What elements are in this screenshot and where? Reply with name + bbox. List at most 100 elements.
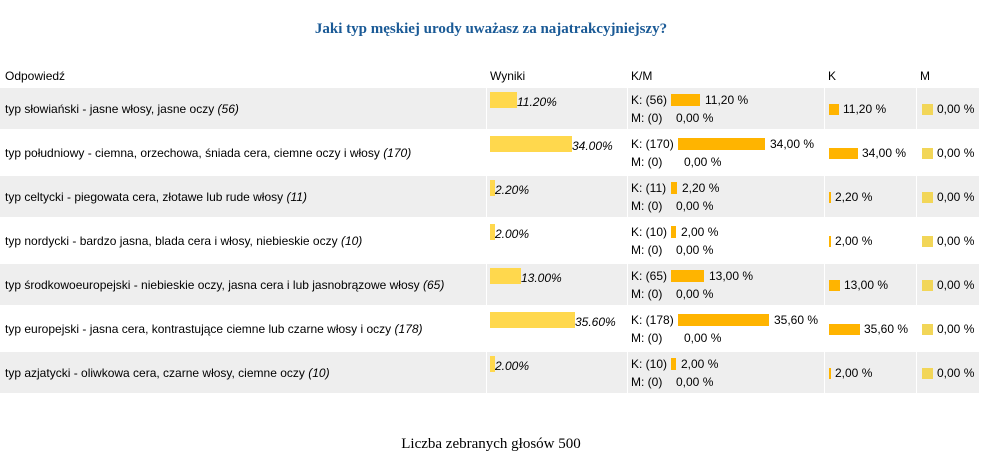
- column-separator: [486, 352, 487, 394]
- results-percent: 11.20%: [517, 95, 557, 109]
- results-bar: [490, 224, 495, 240]
- m-column-bar: [922, 324, 933, 335]
- km-female-percent: 13,00 %: [709, 269, 754, 283]
- km-female-count: K: (170): [631, 137, 674, 151]
- column-separator: [486, 176, 487, 218]
- results-bar: [490, 312, 575, 328]
- km-female-percent: 2,00 %: [681, 357, 719, 371]
- answer-label: typ południowy - ciemna, orzechowa, śnia…: [5, 146, 411, 160]
- answer-label: typ słowiański - jasne włosy, jasne oczy…: [5, 102, 239, 116]
- results-percent: 2.20%: [495, 183, 530, 197]
- answer-label: typ nordycki - bardzo jasna, blada cera …: [5, 234, 362, 248]
- row-divider: [0, 217, 979, 218]
- m-column-bar: [922, 192, 933, 203]
- header-results: Wyniki: [490, 69, 526, 83]
- answer-text: typ nordycki - bardzo jasna, blada cera …: [5, 234, 338, 248]
- km-male-percent: 0,00 %: [676, 287, 714, 301]
- km-male-count: M: (0): [631, 243, 663, 257]
- answer-count: (56): [217, 102, 239, 116]
- column-separator: [824, 220, 825, 262]
- column-separator: [486, 220, 487, 262]
- row-divider: [0, 129, 979, 130]
- column-separator: [486, 88, 487, 130]
- km-female-count: K: (178): [631, 313, 674, 327]
- m-column-percent: 0,00 %: [937, 278, 975, 292]
- k-column-bar: [829, 192, 831, 203]
- header-m: M: [920, 69, 930, 83]
- km-male-count: M: (0): [631, 331, 663, 345]
- answer-text: typ europejski - jasna cera, kontrastują…: [5, 322, 392, 336]
- km-female-bar: [678, 314, 769, 326]
- m-column-percent: 0,00 %: [937, 322, 975, 336]
- results-bar: [490, 136, 572, 152]
- km-male-percent: 0,00 %: [676, 243, 714, 257]
- results-percent: 13.00%: [521, 271, 562, 285]
- k-column-percent: 11,20 %: [843, 102, 887, 116]
- km-male-count: M: (0): [631, 111, 663, 125]
- answer-count: (10): [340, 234, 363, 248]
- header-k: K: [828, 69, 837, 83]
- m-column-percent: 0,00 %: [937, 102, 975, 116]
- column-separator: [916, 220, 917, 262]
- k-column-percent: 2,00 %: [835, 234, 873, 248]
- row-divider: [0, 349, 979, 350]
- table-row: typ południowy - ciemna, orzechowa, śnia…: [0, 132, 979, 174]
- m-column-percent: 0,00 %: [937, 234, 975, 248]
- answer-text: typ środkowoeuropejski - niebieskie oczy…: [5, 278, 420, 292]
- km-female-bar: [671, 226, 676, 238]
- column-separator: [627, 220, 628, 262]
- answer-count: (170): [383, 146, 412, 160]
- row-divider: [0, 261, 979, 262]
- vote-count: Liczba zebranych głosów 500: [401, 436, 581, 452]
- answer-label: typ celtycki - piegowata cera, złotawe l…: [5, 190, 307, 204]
- km-female-bar: [671, 270, 704, 282]
- answer-text: typ słowiański - jasne włosy, jasne oczy: [5, 102, 215, 116]
- column-separator: [486, 264, 487, 306]
- column-separator: [627, 352, 628, 394]
- answer-label: typ azjatycki - oliwkowa cera, czarne wł…: [5, 366, 330, 380]
- column-separator: [824, 132, 825, 174]
- column-separator: [824, 264, 825, 306]
- answer-count: (65): [423, 278, 445, 292]
- table-row: typ europejski - jasna cera, kontrastują…: [0, 308, 979, 350]
- km-male-count: M: (0): [631, 375, 663, 389]
- km-male-count: M: (0): [631, 287, 663, 301]
- results-percent: 34.00%: [572, 139, 613, 153]
- m-column-bar: [922, 236, 933, 247]
- answer-text: typ celtycki - piegowata cera, złotawe l…: [5, 190, 284, 204]
- k-column-percent: 13,00 %: [844, 278, 889, 292]
- column-separator: [916, 352, 917, 394]
- answer-count: (11): [286, 190, 307, 204]
- m-column-percent: 0,00 %: [937, 190, 975, 204]
- km-male-percent: 0,00 %: [676, 111, 714, 125]
- k-column-bar: [829, 280, 840, 291]
- km-male-percent: 0,00 %: [684, 155, 722, 169]
- km-female-count: K: (10): [631, 225, 668, 239]
- km-male-percent: 0,00 %: [676, 375, 714, 389]
- answer-label: typ środkowoeuropejski - niebieskie oczy…: [5, 278, 444, 292]
- column-separator: [916, 88, 917, 130]
- km-female-percent: 2,00 %: [681, 225, 719, 239]
- km-female-bar: [671, 182, 677, 194]
- column-separator: [824, 308, 825, 350]
- k-column-percent: 2,00 %: [835, 366, 873, 380]
- km-female-count: K: (11): [631, 181, 667, 195]
- column-separator: [486, 308, 487, 350]
- m-column-bar: [922, 104, 933, 115]
- column-separator: [916, 132, 917, 174]
- m-column-percent: 0,00 %: [937, 366, 975, 380]
- results-percent: 2.00%: [495, 359, 530, 373]
- results-bar: [490, 268, 521, 284]
- km-female-count: K: (10): [631, 357, 668, 371]
- m-column-bar: [922, 148, 933, 159]
- km-female-bar: [671, 94, 700, 106]
- k-column-percent: 34,00 %: [862, 146, 907, 160]
- column-separator: [824, 352, 825, 394]
- answer-count: (178): [394, 322, 423, 336]
- header-km: K/M: [631, 69, 653, 83]
- poll-title: Jaki typ męskiej urody uważasz za najatr…: [314, 21, 668, 37]
- km-female-percent: 34,00 %: [770, 137, 815, 151]
- k-column-bar: [829, 148, 858, 159]
- column-separator: [627, 308, 628, 350]
- km-female-percent: 35,60 %: [774, 313, 819, 327]
